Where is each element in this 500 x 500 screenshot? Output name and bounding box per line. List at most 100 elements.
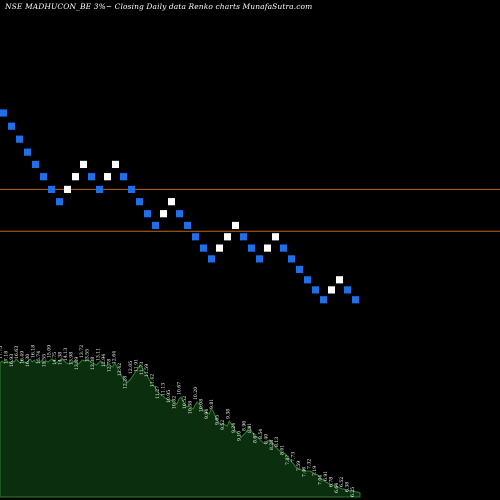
renko-brick-up [168, 198, 175, 206]
volume-label: 11.13 [161, 383, 167, 396]
volume-label: 16.93 [9, 354, 15, 367]
volume-label: 6.78 [328, 477, 334, 487]
volume-label: 10.95 [166, 390, 172, 403]
renko-brick-down [24, 148, 31, 156]
volume-label: 10.08 [198, 399, 204, 412]
volume-label: 7.73 [290, 452, 296, 462]
renko-brick-down [208, 255, 215, 263]
volume-label: 17.18 [3, 351, 9, 364]
volume-label: 14.38 [58, 352, 64, 365]
renko-brick-up [272, 233, 279, 241]
volume-label: 15.09 [47, 345, 53, 358]
renko-brick-down [248, 244, 255, 252]
renko-brick-up [264, 244, 271, 252]
volume-label: 13.11 [96, 348, 102, 361]
renko-brick-down [48, 185, 55, 194]
renko-brick-down [296, 265, 303, 274]
renko-brick-up [64, 185, 71, 194]
renko-brick-down [56, 198, 63, 206]
volume-label: 8.96 [242, 421, 248, 431]
volume-label: 10.82 [171, 396, 177, 409]
volume-label: 6.25 [350, 487, 356, 497]
renko-brick-up [104, 173, 111, 181]
renko-brick-up [224, 233, 231, 241]
renko-brick-down [8, 122, 15, 130]
volume-label: 12.05 [128, 361, 134, 374]
volume-label: 14.75 [52, 352, 58, 365]
volume-label: 11.27 [155, 386, 161, 399]
renko-brick-down [240, 233, 247, 241]
renko-brick-down [200, 244, 207, 252]
volume-label: 12.28 [123, 376, 129, 389]
volume-label: 13.38 [90, 357, 96, 370]
renko-brick-down [176, 210, 183, 218]
renko-brick-down [136, 198, 143, 206]
volume-label: 13.98 [68, 352, 74, 365]
volume-label: 8.67 [253, 433, 259, 443]
volume-label: 16.18 [31, 345, 37, 358]
renko-brick-down [184, 221, 191, 230]
volume-label: 8.28 [269, 440, 275, 450]
volume-label: 6.52 [339, 477, 345, 487]
volume-label: 12.94 [101, 354, 107, 367]
volume-label: 7.19 [312, 466, 318, 476]
volume-label: 7.04 [318, 475, 324, 485]
volume-label: 12.78 [106, 359, 112, 372]
volume-label: 11.59 [144, 364, 150, 377]
volume-label: 12.42 [117, 363, 123, 376]
volume-area-path [0, 358, 361, 498]
volume-label: 13.55 [85, 349, 91, 362]
renko-brick-up [232, 221, 239, 230]
renko-brick-down [344, 286, 351, 294]
renko-brick-down [288, 255, 295, 263]
volume-label: 6.91 [323, 471, 329, 481]
renko-brick-up [328, 286, 335, 294]
renko-brick-down [88, 173, 95, 181]
renko-brick-up [112, 160, 119, 169]
volume-label: 7.46 [301, 467, 307, 477]
volume-label: 9.81 [209, 399, 215, 409]
renko-brick-down [192, 233, 199, 241]
renko-brick-down [144, 210, 151, 218]
volume-label: 8.13 [274, 437, 280, 447]
renko-brick-down [280, 244, 287, 252]
volume-label: 16.30 [25, 354, 31, 367]
volume-label: 9.10 [236, 431, 242, 441]
renko-brick-down [312, 286, 319, 294]
renko-brick-down [96, 185, 103, 194]
renko-brick-up [216, 244, 223, 252]
renko-brick-down [128, 185, 135, 194]
renko-brick-down [352, 296, 359, 304]
renko-brick-up [80, 160, 87, 169]
renko-brick-down [304, 276, 311, 284]
volume-label: 10.20 [193, 387, 199, 400]
volume-label: 8.81 [247, 423, 253, 433]
renko-brick-down [32, 160, 39, 169]
volume-label: 8.40 [263, 434, 269, 444]
renko-brick-down [120, 173, 127, 181]
renko-bricks [0, 109, 359, 304]
level-lines [0, 188, 500, 232]
volume-label: 11.42 [150, 374, 156, 387]
renko-brick-down [0, 109, 7, 117]
volume-label: 11.91 [133, 359, 139, 372]
chart-title: NSE MADHUCON_BE 3%~ Closing Daily data R… [5, 2, 313, 11]
renko-brick-up [336, 276, 343, 284]
volume-label: 17.75 [0, 346, 4, 359]
volume-label: 7.32 [307, 459, 313, 469]
volume-label: 15.74 [36, 351, 42, 364]
volume-label: 9.94 [204, 409, 210, 419]
volume-label: 9.65 [215, 415, 221, 425]
volume-label: 10.38 [188, 401, 194, 414]
volume-label: 11.73 [139, 362, 145, 375]
volume-label: 8.54 [258, 429, 264, 439]
volume-label: 7.87 [285, 455, 291, 465]
renko-brick-down [40, 173, 47, 181]
volume-label: 10.67 [177, 382, 183, 395]
volume-label: 7.59 [296, 461, 302, 471]
volume-label: 13.89 [74, 357, 80, 370]
volume-label: 13.72 [79, 345, 85, 358]
